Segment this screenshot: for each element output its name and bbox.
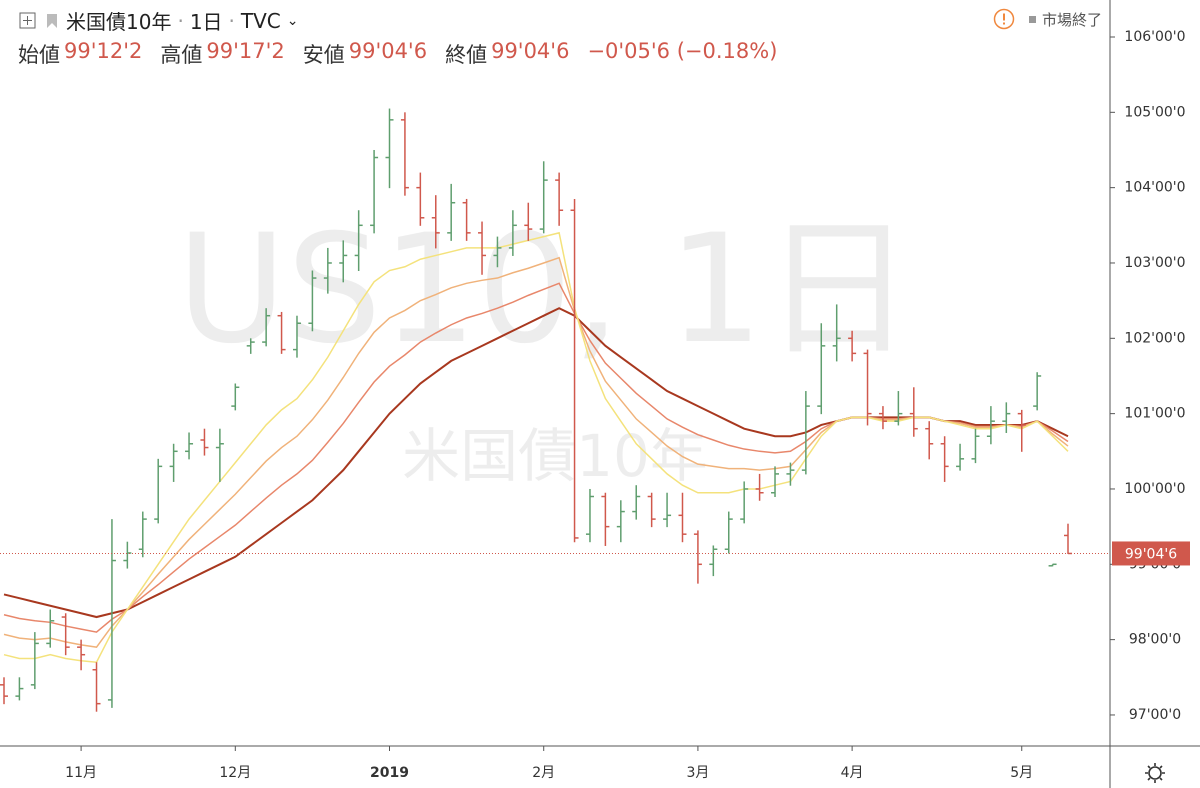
- symbol-bar: 米国債10年 · 1日 · TVC ⌄: [18, 6, 299, 35]
- price-tag-label: 99'04'6: [1125, 546, 1177, 562]
- x-tick-label: 4月: [841, 765, 864, 781]
- interval[interactable]: 1日: [189, 10, 223, 34]
- y-tick-label: 104'00'0: [1124, 180, 1185, 196]
- change-value: −0'05'6 (−0.18%): [587, 39, 778, 63]
- price-tag: [1112, 541, 1190, 566]
- y-tick-label: 97'00'0: [1129, 707, 1181, 723]
- x-tick-label: 3月: [686, 765, 709, 781]
- y-tick-label: 98'00'0: [1129, 632, 1181, 648]
- open-label: 始値: [18, 43, 60, 67]
- status-dot: [1028, 15, 1036, 23]
- ribbon-line: [3, 231, 1069, 664]
- x-tick-label: 2019: [370, 765, 409, 781]
- close-label: 終値: [445, 43, 488, 67]
- low-label: 安値: [302, 43, 345, 67]
- high-label: 高値: [160, 43, 203, 67]
- x-tick-label: 5月: [1010, 765, 1033, 781]
- market-status: 市場終了: [1041, 10, 1102, 29]
- alert-icon[interactable]: [993, 8, 1015, 30]
- y-tick-label: 102'00'0: [1124, 330, 1185, 346]
- y-tick-label: 105'00'0: [1124, 104, 1185, 120]
- ohlc-legend: 始値 99'12'2 高値 99'17'2 安値 99'04'6 終値 99'04'6 …: [18, 39, 791, 69]
- y-tick-label: 106'00'0: [1124, 29, 1185, 45]
- low-value: 99'04'6: [348, 39, 428, 63]
- watermark: US10, 1日: [177, 203, 914, 377]
- open-value: 99'12'2: [64, 39, 143, 63]
- close-value: 99'04'6: [491, 39, 570, 63]
- ribbon-line: [3, 256, 1069, 648]
- status: 市場終了: [993, 8, 1102, 30]
- ribbon-line: [3, 307, 1069, 619]
- y-tick-label: 100'00'0: [1124, 481, 1185, 497]
- high-value: 99'17'2: [206, 39, 285, 63]
- watermark-name: 米国債10年: [402, 422, 708, 490]
- x-tick-label: 11月: [65, 765, 97, 781]
- source[interactable]: TVC: [240, 8, 281, 33]
- y-tick-label: 101'00'0: [1124, 406, 1185, 422]
- settings-icon[interactable]: [1145, 763, 1165, 783]
- y-tick-label: 103'00'0: [1124, 255, 1185, 271]
- ribbon-line: [3, 282, 1069, 633]
- add-icon[interactable]: [18, 11, 38, 31]
- symbol[interactable]: 米国債10年: [66, 10, 172, 34]
- flag-icon[interactable]: [44, 11, 60, 31]
- x-tick-label: 12月: [219, 765, 251, 781]
- x-tick-label: 2月: [532, 765, 555, 781]
